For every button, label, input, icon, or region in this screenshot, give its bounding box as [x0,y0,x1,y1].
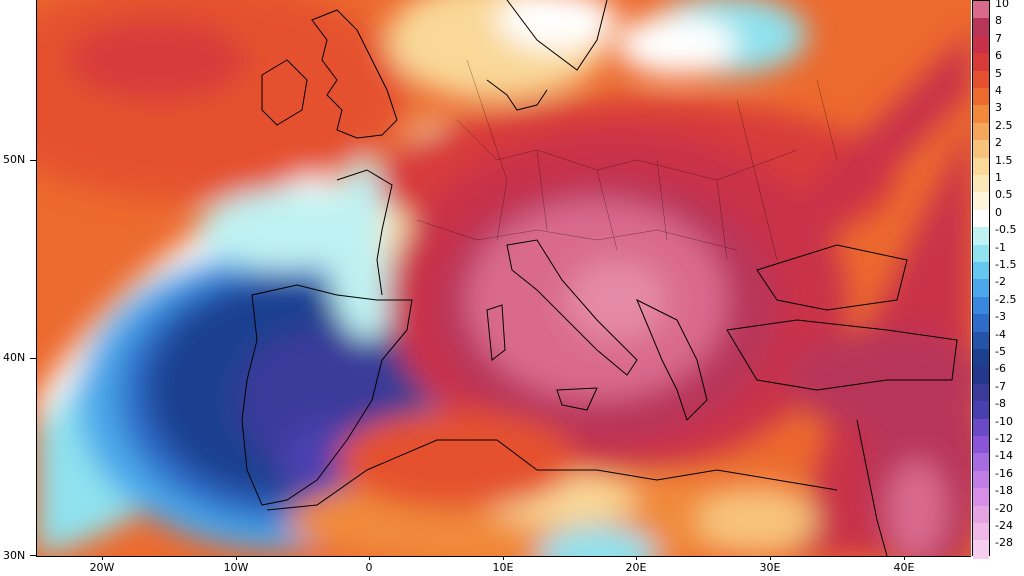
colorbar-label: 5 [995,66,1002,80]
colorbar-swatch [973,296,989,316]
colorbar-swatch [973,88,989,107]
colorbar-label: 0 [995,205,1002,219]
colorbar-swatch [973,70,989,89]
lat-tick [30,555,36,556]
colorbar-swatch [973,523,989,542]
colorbar-swatch [973,488,989,507]
colorbar-label: -2.5 [995,292,1017,306]
colorbar-swatch [973,540,989,559]
colorbar-swatch [973,401,989,420]
colorbar-swatch [973,470,989,490]
coastlines [241,0,958,556]
colorbar-label: -5 [995,345,1006,358]
lon-label-20e: 20E [625,561,647,574]
anomaly-field [37,0,971,556]
colorbar-swatch [973,18,989,37]
colorbar-label: 4 [995,84,1002,97]
colorbar-label: -14 [995,449,1013,463]
colorbar-swatch [973,279,989,298]
lon-label-0: 0 [365,561,373,574]
colorbar-label: -1.5 [995,258,1017,271]
lat-label-40n: 40N [3,351,26,364]
lon-tick [904,556,905,560]
colorbar-swatch [973,436,989,455]
colorbar-swatch [973,53,989,72]
map-area [36,0,971,557]
colorbar-label: -6 [995,362,1006,376]
colorbar-label: 3 [995,101,1002,115]
colorbar-label: -12 [995,432,1013,445]
temperature-anomaly-map [37,0,971,556]
colorbar-label: 2.5 [995,118,1013,132]
lat-label-30n: 30N [3,549,26,562]
colorbar-swatch [973,314,989,333]
lon-tick [503,556,504,560]
lon-tick [636,556,637,560]
lon-tick [236,556,237,560]
lon-label-30e: 30E [759,561,781,574]
lat-tick [30,358,36,359]
colorbar-swatch [973,331,989,350]
colorbar [972,0,990,559]
colorbar-label: 2 [995,136,1002,150]
lon-label-10e: 10E [492,561,514,574]
lat-label-50n: 50N [3,153,26,166]
lat-tick [30,160,36,161]
colorbar-label: -16 [995,466,1013,480]
colorbar-label: -28 [995,536,1013,550]
colorbar-label: -7 [995,379,1006,393]
colorbar-swatch [973,105,989,124]
colorbar-swatch [973,192,989,211]
colorbar-swatch [973,244,989,263]
colorbar-label: -3 [995,310,1006,324]
lon-label-10w: 10W [223,561,249,574]
lon-label-20w: 20W [89,561,115,574]
colorbar-swatch [973,418,989,437]
colorbar-label: -8 [995,397,1006,411]
borders [416,59,838,261]
colorbar-label: -2 [995,275,1006,289]
colorbar-swatch [973,349,989,368]
colorbar-label: 1.5 [995,153,1013,167]
colorbar-label: -0.5 [995,223,1017,237]
colorbar-swatch [973,140,989,159]
colorbar-label: 0.5 [995,188,1013,202]
colorbar-swatch [973,366,989,385]
colorbar-label: 7 [995,31,1002,45]
colorbar-label: -4 [995,327,1006,341]
colorbar-label: 6 [995,49,1002,63]
colorbar-label: 1 [995,171,1002,184]
colorbar-swatch [973,157,989,176]
colorbar-swatch [973,453,989,472]
colorbar-label: -1 [995,240,1006,254]
colorbar-swatch [973,505,989,524]
colorbar-swatch [973,122,989,142]
colorbar-label: -10 [995,414,1013,428]
lon-tick [102,556,103,560]
colorbar-label: 8 [995,14,1002,28]
colorbar-swatch [973,1,989,20]
colorbar-label: 10 [995,0,1009,10]
lon-label-40e: 40E [893,561,915,574]
lon-tick [369,556,370,560]
lon-tick [770,556,771,560]
colorbar-label: -24 [995,519,1013,532]
colorbar-swatch [973,175,989,194]
colorbar-swatch [973,262,989,281]
colorbar-swatch [973,383,989,403]
colorbar-swatch [973,35,989,55]
colorbar-swatch [973,209,989,229]
colorbar-swatch [973,227,989,246]
colorbar-label: -18 [995,484,1013,498]
colorbar-label: -20 [995,501,1013,515]
